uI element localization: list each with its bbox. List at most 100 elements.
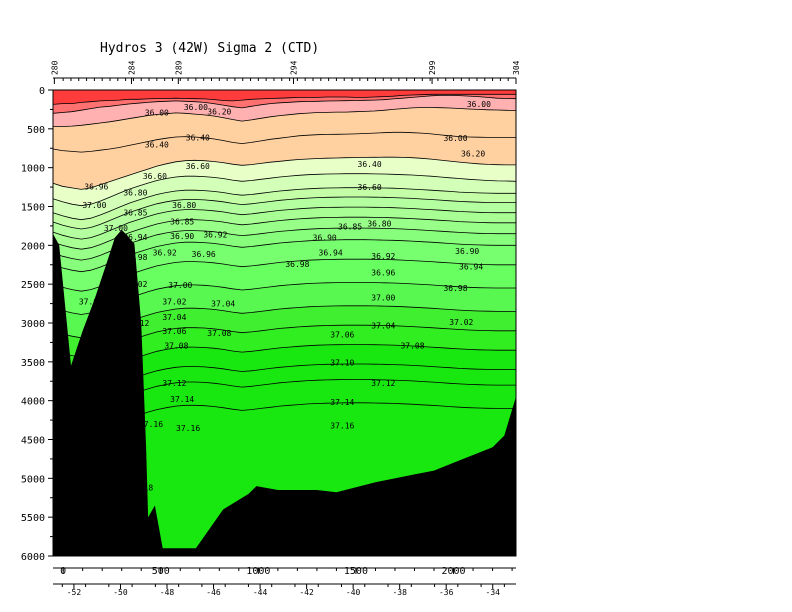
y-tick-label: 3000 [21, 319, 45, 330]
density-band-9 [53, 207, 516, 250]
y-tick-label: 4500 [21, 436, 45, 447]
station-label: 284 [127, 60, 136, 75]
density-band-4 [53, 132, 516, 190]
contour-label: 37.00 [371, 293, 395, 302]
contour-label: 36.85 [123, 209, 147, 218]
x-tick-label: 0 [60, 566, 66, 577]
contour-line-36.80 [52, 156, 516, 190]
contour-label: 37.00 [104, 224, 128, 233]
contour-label: 37.12 [125, 319, 149, 328]
y-axis: 0 500 1000 1500 2000 2500 3000 3500 4000 4500 5000… [21, 86, 53, 563]
x-tick-label: 500 [152, 566, 170, 577]
contour-label: 36.92 [371, 252, 395, 261]
station-label: 299 [428, 60, 437, 75]
contour-line-36.92 [52, 196, 516, 230]
x-axis: 0 500 1000 1500 2000 [53, 566, 516, 577]
lon-tick-label: -40 [346, 588, 361, 597]
lon-tick-label: -46 [206, 588, 221, 597]
density-band-6 [53, 173, 516, 220]
contour-line-36.00 [52, 93, 516, 105]
contour-label: 37.02 [123, 280, 147, 289]
contour-label: 37.12 [371, 379, 395, 388]
density-bands [53, 90, 516, 556]
density-band-0 [53, 90, 516, 105]
contour-label: 36.20 [207, 108, 231, 117]
lon-tick-label: -52 [67, 588, 82, 597]
contour-label: 36.00 [184, 103, 208, 112]
density-band-11 [53, 228, 516, 272]
contour-label: 36.40 [358, 160, 382, 169]
lon-tick-label: -50 [113, 588, 128, 597]
lon-tick-label: -38 [392, 588, 407, 597]
density-band-2 [53, 95, 516, 127]
y-tick-label: 500 [27, 125, 45, 136]
contour-label: 36.00 [145, 109, 169, 118]
contour-label: 37.16 [330, 422, 354, 431]
y-tick-label: 5500 [21, 513, 45, 524]
contour-label: 36.96 [192, 250, 216, 259]
contour-label: 36.98 [123, 253, 147, 262]
contour-label: 37.10 [330, 359, 354, 368]
contour-label: 36.40 [186, 133, 210, 142]
lon-tick-label: -42 [299, 588, 314, 597]
lon-tick-label: -44 [253, 588, 268, 597]
y-tick-label: 2000 [21, 241, 45, 252]
y-tick-label: 5000 [21, 474, 45, 485]
contour-labels: 36.0036.0036.2036.0036.0036.2036.4036.40… [79, 100, 491, 493]
contour-label: 36.96 [371, 269, 395, 278]
y-tick-label: 2500 [21, 280, 45, 291]
contour-label: 37.14 [330, 398, 354, 407]
density-band-15 [53, 305, 516, 358]
contour-label: 36.85 [170, 217, 194, 226]
station-label: 304 [512, 60, 521, 75]
contour-label: 36.80 [123, 189, 147, 198]
contour-label: 37.08 [207, 329, 231, 338]
density-band-1 [53, 94, 516, 114]
contour-label: 36.00 [443, 134, 467, 143]
contour-line-36.94 [52, 206, 516, 240]
y-tick-label: 4000 [21, 397, 45, 408]
seafloor-shape [53, 229, 516, 557]
lon-tick-label: -48 [160, 588, 175, 597]
contour-label: 36.92 [153, 248, 177, 257]
x-tick-label: 1500 [344, 566, 368, 577]
x-tick-label: 2000 [441, 566, 465, 577]
contour-label: 37.04 [211, 300, 235, 309]
y-tick-label: 1500 [21, 203, 45, 214]
station-axis: 280 284 289 294 299 304 [50, 60, 521, 84]
contour-line-36.60 [52, 131, 516, 153]
y-tick-label: 1000 [21, 164, 45, 175]
contour-label: 37.08 [400, 342, 424, 351]
contour-label: 36.00 [467, 100, 491, 109]
density-band-17 [53, 344, 516, 396]
station-label: 294 [289, 60, 298, 75]
density-band-3 [53, 107, 516, 153]
contour-line-36.20 [52, 95, 517, 114]
chart-title: Hydros 3 (42W) Sigma 2 (CTD) [100, 41, 319, 56]
contour-label: 36.60 [143, 172, 167, 181]
contour-line-36.85 [52, 173, 517, 207]
contour-label: 37.02 [449, 318, 473, 327]
contour-label: 37.18 [129, 484, 153, 493]
contour-label: 37.06 [162, 327, 186, 336]
density-band-8 [53, 197, 516, 240]
density-band-7 [53, 187, 516, 229]
contour-label: 37.04 [371, 321, 395, 330]
y-tick-label: 3500 [21, 358, 45, 369]
contour-label: 36.96 [84, 182, 108, 191]
seafloor [53, 229, 516, 557]
contour-line-36.40 [53, 107, 517, 127]
longitude-axis: -52 -50 -48 -46 -44 -42 -40 -38 -36 -34 [53, 583, 516, 597]
contour-label: 37.00 [82, 201, 106, 210]
contour-label: 36.98 [285, 260, 309, 269]
contour-label: 37.04 [162, 313, 186, 322]
contour-label: 37.12 [162, 379, 186, 388]
contour-label: 37.08 [164, 342, 188, 351]
lon-tick-label: -36 [439, 588, 454, 597]
contour-label: 37.00 [168, 281, 192, 290]
density-band-18 [53, 364, 516, 412]
contour-label: 36.94 [123, 233, 147, 242]
contour-label: 37.16 [139, 420, 163, 429]
contour-label: 36.94 [459, 262, 483, 271]
